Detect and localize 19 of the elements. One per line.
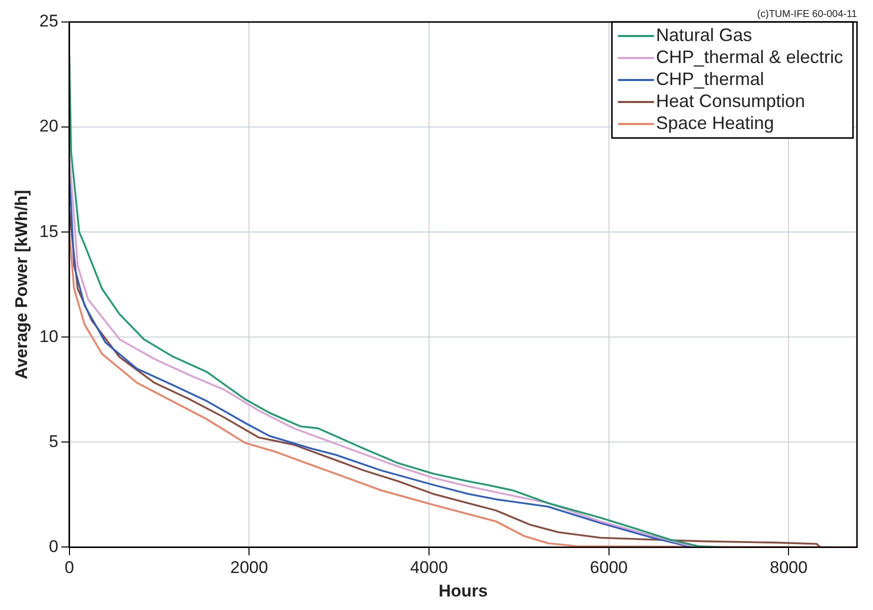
x-axis-title: Hours xyxy=(438,581,488,600)
x-tick-label: 6000 xyxy=(590,558,628,578)
y-tick-label: 15 xyxy=(39,222,58,241)
legend-label: CHP_thermal & electric xyxy=(656,46,844,67)
x-tick-label: 8000 xyxy=(770,558,808,578)
x-tick-label: 4000 xyxy=(410,558,448,578)
x-tick-label: 2000 xyxy=(230,558,268,578)
text: (c)TUM-IFE 60-004-11 xyxy=(757,8,858,20)
x-tick-label: 0 xyxy=(64,558,74,578)
y-tick-label: 10 xyxy=(39,326,58,346)
y-axis-title: Average Power [kWh/h] xyxy=(12,190,31,380)
legend-label: Heat Consumption xyxy=(656,90,806,111)
y-tick-label: 5 xyxy=(48,432,58,451)
legend-label: Space Heating xyxy=(656,112,774,133)
legend-label: Natural Gas xyxy=(656,24,752,45)
y-tick-label: 0 xyxy=(48,536,58,556)
y-tick-label: 25 xyxy=(39,12,58,31)
y-tick-label: 20 xyxy=(39,116,58,136)
legend-label: CHP_thermal xyxy=(656,68,764,89)
